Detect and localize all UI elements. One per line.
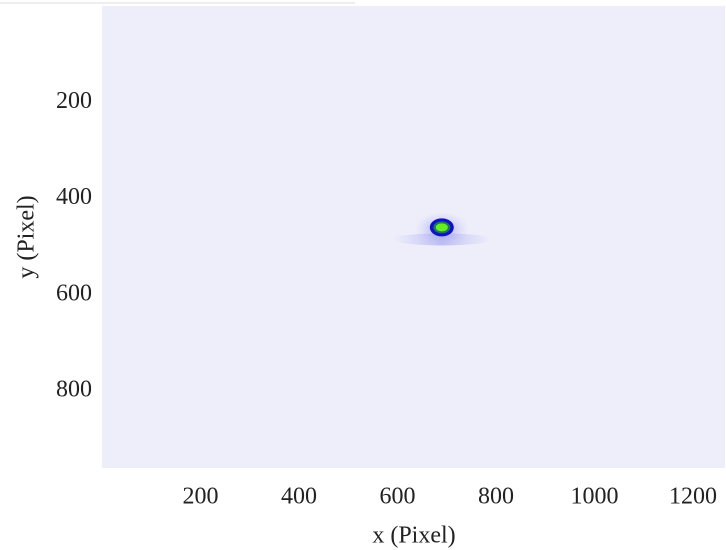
y-tick-label: 400: [56, 184, 92, 210]
x-tick-label: 200: [182, 484, 218, 510]
x-tick-label: 800: [478, 484, 514, 510]
y-tick-label: 600: [56, 280, 92, 306]
chart: x (Pixel) y (Pixel) 200 400 600 800 1000 1200…: [0, 0, 726, 550]
x-tick-label: 600: [379, 484, 415, 510]
y-axis-label: y (Pixel): [14, 195, 40, 278]
x-tick-label: 1200: [669, 484, 717, 510]
x-axis-label: x (Pixel): [372, 523, 455, 549]
x-tick-label: 400: [281, 484, 317, 510]
spot-peak: [436, 223, 448, 231]
y-tick-label: 800: [56, 377, 92, 403]
x-tick-label: 1000: [570, 484, 618, 510]
page: {"chart_data": {"type": "heatmap", "xlab…: [0, 0, 726, 550]
y-tick-label: 200: [56, 88, 92, 114]
